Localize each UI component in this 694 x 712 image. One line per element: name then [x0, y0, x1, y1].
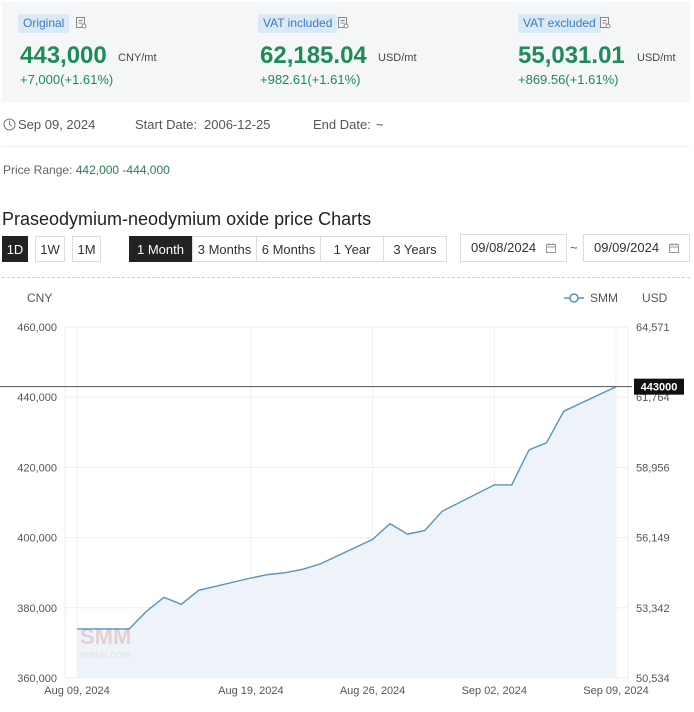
card-badge: VAT excluded	[518, 14, 601, 33]
smm-watermark: SMM metal.com	[80, 624, 131, 661]
x-tick-label: Aug 09, 2024	[44, 685, 109, 697]
card-unit: USD/mt	[637, 52, 676, 64]
legend-marker-icon	[569, 293, 579, 303]
card-badge: VAT included	[258, 14, 338, 33]
dashed-divider	[2, 277, 690, 278]
card-value: 443,000	[20, 42, 107, 69]
date-separator: ~	[570, 240, 578, 255]
card-unit: CNY/mt	[118, 52, 157, 64]
current-price-tag: 443000	[634, 378, 684, 395]
end-date-label: End Date:	[313, 117, 371, 132]
date-from-value: 09/08/2024	[471, 240, 537, 255]
card-change: +7,000(+1.61%)	[20, 72, 114, 87]
range-1-year-button[interactable]: 1 Year	[320, 236, 384, 262]
calendar-icon	[669, 243, 679, 253]
divider	[2, 146, 690, 147]
period-1m-button[interactable]: 1M	[72, 236, 101, 262]
y-tick-label: 440,000	[17, 392, 57, 404]
range-1-month-button[interactable]: 1 Month	[129, 236, 192, 262]
left-unit-label: CNY	[27, 291, 52, 305]
y-tick-label: 380,000	[17, 603, 57, 615]
x-tick-label: Aug 19, 2024	[218, 685, 283, 697]
date-to-value: 09/09/2024	[594, 240, 660, 255]
legend[interactable]: SMM	[564, 291, 618, 305]
card-value: 55,031.01	[518, 42, 625, 69]
clock-icon	[3, 118, 16, 131]
svg-text:SMM: SMM	[80, 624, 131, 649]
right-tick-label: 56,149	[636, 533, 670, 545]
document-icon[interactable]	[600, 17, 611, 29]
legend-label: SMM	[590, 291, 618, 305]
date-from-input[interactable]: 09/08/2024	[460, 234, 567, 262]
chart-title: Praseodymium-neodymium oxide price Chart…	[2, 209, 372, 229]
card-value: 62,185.04	[260, 42, 367, 69]
price-range-label: Price Range:	[3, 163, 73, 177]
card-unit: USD/mt	[378, 52, 417, 64]
right-unit-label: USD	[642, 291, 668, 305]
y-tick-label: 460,000	[17, 322, 57, 334]
range-3-months-button[interactable]: 3 Months	[192, 236, 257, 262]
date-to-input[interactable]: 09/09/2024	[583, 234, 690, 262]
series-area	[77, 386, 616, 678]
right-tick-label: 64,571	[636, 322, 670, 334]
right-tick-label: 61,764	[636, 392, 670, 404]
price-range-value: 442,000 -444,000	[75, 163, 170, 177]
price-chart[interactable]: SMM metal.com 360,000 380,000 400,000 420,0…	[0, 280, 694, 712]
start-date-label: Start Date:	[135, 117, 198, 132]
y-tick-label: 360,000	[17, 673, 57, 685]
right-tick-label: 58,956	[636, 462, 670, 474]
x-tick-label: Sep 09, 2024	[583, 685, 648, 697]
x-tick-label: Sep 02, 2024	[462, 685, 527, 697]
period-1d-button[interactable]: 1D	[2, 236, 28, 262]
document-icon[interactable]	[338, 17, 349, 29]
current-price-label: 443000	[641, 382, 678, 394]
period-1w-button[interactable]: 1W	[35, 236, 65, 262]
range-6-months-button[interactable]: 6 Months	[256, 236, 321, 262]
card-change: +869.56(+1.61%)	[518, 72, 619, 87]
card-badge: Original	[18, 14, 70, 33]
card-change: +982.61(+1.61%)	[260, 72, 361, 87]
current-date: Sep 09, 2024	[18, 117, 96, 132]
calendar-icon	[546, 243, 556, 253]
y-tick-label: 400,000	[17, 533, 57, 545]
y-tick-label: 420,000	[17, 462, 57, 474]
price-range: Price Range: 442,000 -444,000	[3, 163, 170, 177]
right-tick-label: 53,342	[636, 603, 670, 615]
price-summary-panel: Original 443,000 CNY/mt +7,000(+1.61%) V…	[2, 2, 690, 102]
x-tick-label: Aug 26, 2024	[340, 685, 405, 697]
range-3-years-button[interactable]: 3 Years	[383, 236, 447, 262]
right-tick-label: 50,534	[636, 673, 670, 685]
start-date-value: 2006-12-25	[204, 117, 271, 132]
document-icon[interactable]	[76, 17, 87, 29]
series-line	[77, 386, 617, 630]
end-date-value: ~	[376, 117, 384, 132]
svg-text:metal.com: metal.com	[80, 649, 131, 661]
